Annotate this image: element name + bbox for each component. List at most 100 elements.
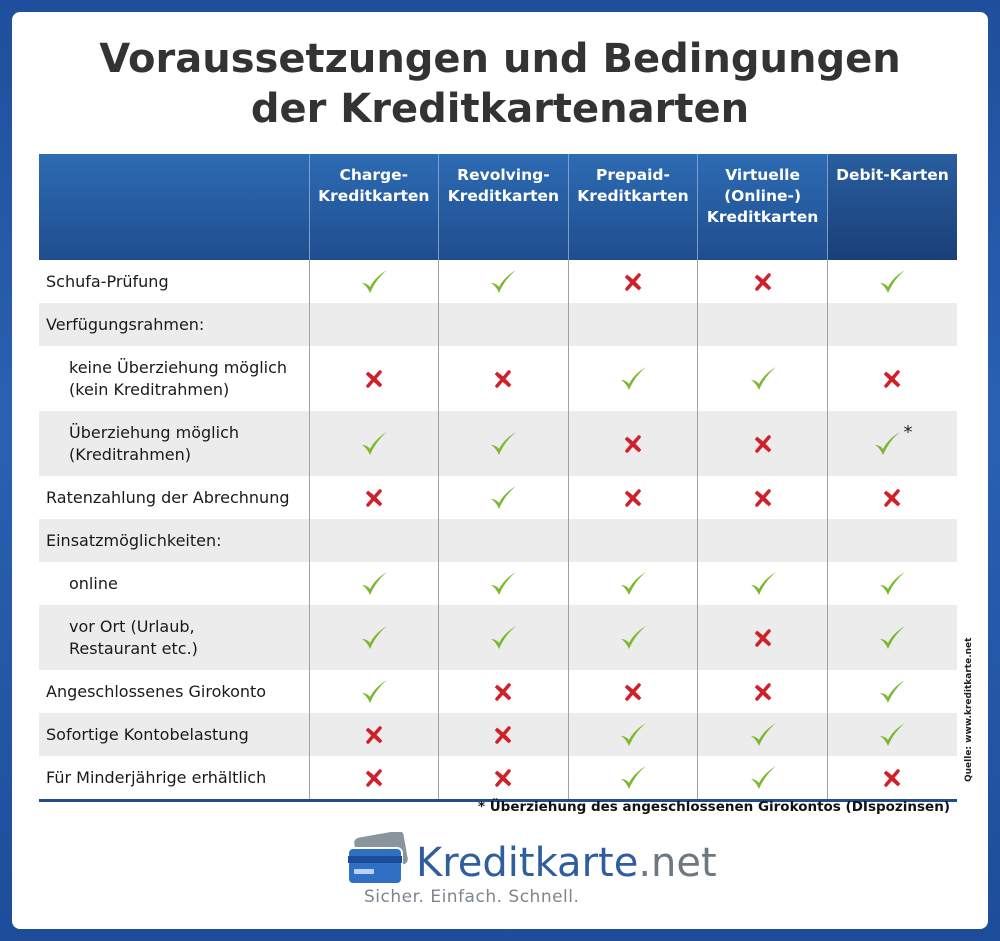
table-cell	[567, 411, 698, 476]
table-row: Schufa-Prüfung	[39, 260, 957, 303]
cross-icon	[365, 769, 383, 787]
table-cell	[826, 260, 957, 303]
check-icon	[361, 431, 387, 455]
table-row: Verfügungsrahmen:	[39, 303, 957, 346]
cross-icon	[884, 370, 901, 388]
column-header: Prepaid- Kreditkarten	[567, 154, 698, 260]
brand-tld: .net	[638, 840, 717, 886]
footnote-marker: *	[903, 421, 913, 443]
column-header: Revolving- Kreditkarten	[438, 154, 569, 260]
table-body: Schufa-Prüfung Verfügungsrahmen: keine Übe…	[39, 260, 957, 802]
table-cell: *	[826, 411, 957, 476]
table-row: Ratenzahlung der Abrechnung	[39, 476, 957, 519]
check-icon	[491, 625, 517, 649]
table-row: Überziehung möglich (Kreditrahmen) *	[39, 411, 957, 476]
check-icon	[361, 679, 387, 703]
credit-card-icon	[347, 832, 408, 885]
table-cell	[567, 260, 698, 303]
row-label: Schufa-Prüfung	[39, 260, 309, 303]
cross-icon	[495, 370, 512, 388]
comparison-table: Charge- Kreditkarten Revolving- Kreditka…	[39, 154, 957, 802]
title-line-1: Voraussetzungen und Bedingungen	[99, 36, 901, 82]
table-cell	[438, 562, 569, 605]
table-cell	[438, 476, 569, 519]
row-label-text: Für Minderjährige erhältlich	[46, 767, 267, 787]
row-label-text: Verfügungsrahmen:	[46, 314, 205, 334]
table-cell	[308, 411, 439, 476]
table-cell	[567, 519, 698, 562]
check-icon	[620, 722, 646, 746]
table-cell	[697, 476, 828, 519]
table-cell	[567, 756, 698, 802]
table-cell	[308, 303, 439, 346]
table-cell	[567, 476, 698, 519]
row-label: online	[39, 562, 309, 605]
cross-icon	[365, 370, 383, 388]
row-label: Einsatzmöglichkeiten:	[39, 519, 309, 562]
table-cell	[697, 756, 828, 802]
table-cell	[567, 713, 698, 756]
cross-icon	[754, 683, 771, 701]
table-cell	[697, 260, 828, 303]
table-cell	[438, 670, 569, 713]
table-row: Für Minderjährige erhältlich	[39, 756, 957, 802]
table-cell	[567, 562, 698, 605]
table-header-row: Charge- Kreditkarten Revolving- Kreditka…	[39, 154, 957, 260]
table-cell	[438, 411, 569, 476]
check-icon	[750, 366, 776, 390]
row-label-text: Ratenzahlung der Abrechnung	[46, 487, 290, 507]
check-icon	[880, 625, 906, 649]
table-cell	[308, 260, 439, 303]
infographic-card: Voraussetzungen und Bedingungen der Kred…	[12, 12, 988, 929]
table-row: keine Überziehung möglich (kein Kreditra…	[39, 346, 957, 411]
table-cell	[826, 303, 957, 346]
brand-logo: Kreditkarte.net Sicher. Einfach. Schnell…	[342, 832, 722, 912]
check-icon	[620, 765, 646, 789]
table-cell	[826, 605, 957, 670]
row-label-text: Sofortige Kontobelastung	[46, 724, 249, 744]
table-cell	[697, 713, 828, 756]
table-cell	[438, 605, 569, 670]
table-cell	[697, 346, 828, 411]
table-cell	[826, 562, 957, 605]
check-icon	[880, 571, 906, 595]
check-icon	[491, 485, 517, 509]
table-cell	[697, 670, 828, 713]
cross-icon	[495, 769, 512, 787]
row-label: Für Minderjährige erhältlich	[39, 756, 309, 802]
cross-icon	[754, 489, 771, 507]
cross-icon	[365, 489, 383, 507]
table-cell	[826, 476, 957, 519]
row-label-text: online	[69, 573, 118, 593]
table-cell	[438, 713, 569, 756]
table-cell	[697, 605, 828, 670]
table-cell	[308, 519, 439, 562]
table-cell	[438, 260, 569, 303]
table-row: Angeschlossenes Girokonto	[39, 670, 957, 713]
row-label-text: Schufa-Prüfung	[46, 271, 169, 291]
brand-name-main: Kreditkarte	[416, 840, 639, 886]
row-label-text: keine Überziehung möglich (kein Kreditra…	[69, 357, 288, 399]
table-row: vor Ort (Urlaub, Restaurant etc.)	[39, 605, 957, 670]
table-cell	[438, 346, 569, 411]
cross-icon	[884, 769, 901, 787]
table-cell	[697, 303, 828, 346]
check-icon	[750, 722, 776, 746]
table-cell	[308, 476, 439, 519]
row-label-text: Angeschlossenes Girokonto	[46, 681, 267, 701]
row-label: Verfügungsrahmen:	[39, 303, 309, 346]
check-icon	[491, 431, 517, 455]
row-label: Sofortige Kontobelastung	[39, 713, 309, 756]
table-cell	[697, 411, 828, 476]
check-icon	[880, 679, 906, 703]
header-corner	[39, 154, 309, 260]
brand-slogan: Sicher. Einfach. Schnell.	[364, 887, 580, 907]
row-label: vor Ort (Urlaub, Restaurant etc.)	[39, 605, 309, 670]
cross-icon	[624, 273, 642, 291]
table-cell	[567, 303, 698, 346]
table-cell	[567, 346, 698, 411]
check-icon	[491, 571, 517, 595]
check-icon	[620, 625, 646, 649]
cross-icon	[624, 435, 642, 453]
check-icon	[750, 765, 776, 789]
